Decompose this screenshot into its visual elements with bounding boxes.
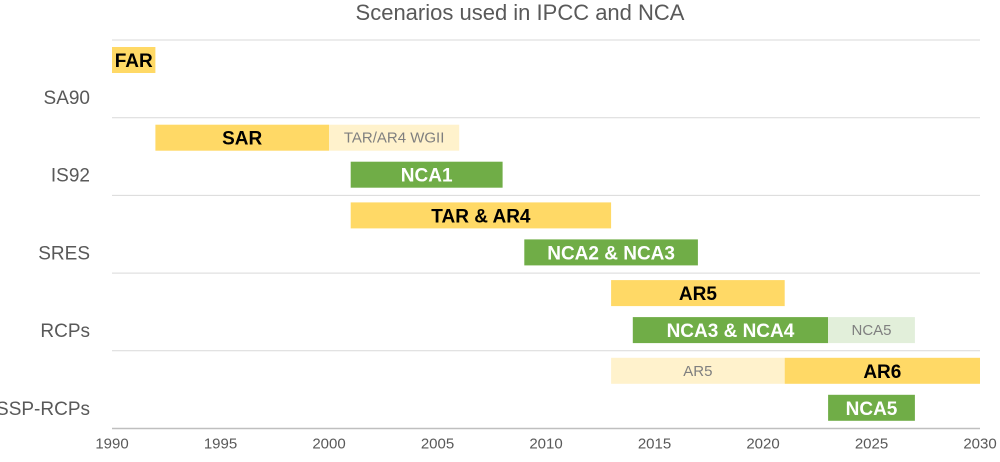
bar-label: SAR [222,129,262,150]
x-tick-label: 1990 [95,436,128,453]
bar-label: AR5 [679,284,717,305]
bar-label: NCA1 [401,166,453,187]
bar-tar-ar4 [350,202,612,229]
x-tick-label: 2025 [855,436,888,453]
bar-nca5 [828,394,915,421]
bar-nca1 [350,161,503,188]
bar-ar6 [784,357,980,384]
bar-ar5 [611,280,785,307]
bar-label: TAR & AR4 [431,206,531,227]
x-tick-label: 2015 [638,436,671,453]
category-label: SSP-RCPs [0,399,90,420]
x-tick-label: 2010 [529,436,562,453]
chart-title: Scenarios used in IPCC and NCA [356,0,685,25]
bar-ar5 [611,357,785,384]
bar-label: NCA5 [851,322,891,339]
bar-nca5 [828,317,915,344]
bar-far [112,47,156,73]
x-axis-ticks: 1990 1995 2000 2005 2010 2015 2020 2025 2030 [95,436,996,453]
category-label: RCPs [40,321,90,342]
bar-sar [155,124,329,151]
bar-label: NCA2 & NCA3 [547,243,675,264]
bar-label: NCA3 & NCA4 [667,321,795,342]
category-label: IS92 [51,166,90,187]
x-tick-label: 2000 [312,436,345,453]
category-label: SA90 [44,88,90,109]
x-tick-label: 2030 [963,436,996,453]
bars: FAR SAR TAR/AR4 WGII NCA1 TAR & AR4 NCA2 & NC… [112,47,980,421]
bar-label: AR5 [683,363,712,380]
x-tick-label: 2020 [746,436,779,453]
bar-label: NCA5 [846,399,898,420]
bar-nca3-nca4 [632,317,829,344]
x-tick-label: 2005 [421,436,454,453]
category-labels: SA90 IS92 SRES RCPs SSP-RCPs [0,88,90,420]
grid-lines [112,39,980,430]
bar-label: FAR [115,51,153,72]
category-label: SRES [38,243,90,264]
bar-label: AR6 [863,362,901,383]
bar-tar-ar4-wgii [329,124,460,151]
x-tick-label: 1995 [204,436,237,453]
bar-label: TAR/AR4 WGII [344,130,445,147]
bar-nca2-nca3 [524,239,698,266]
